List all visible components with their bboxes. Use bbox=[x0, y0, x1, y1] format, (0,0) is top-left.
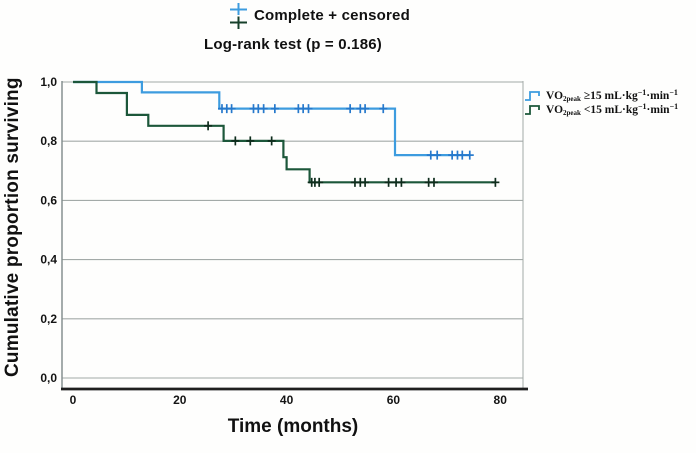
censor-mark-lt15 bbox=[231, 136, 240, 146]
censor-mark-ge15 bbox=[465, 150, 474, 160]
step-line-icon bbox=[525, 105, 540, 115]
x-tick-label: 60 bbox=[387, 393, 401, 407]
censor-mark-lt15 bbox=[491, 177, 500, 187]
legend-label-lt15: VO2peak <15 mL·kg−1·min−1 bbox=[546, 102, 679, 117]
legend-item-vo2peak-ge15: VO2peak ≥15 mL·kg−1·min−1 bbox=[524, 88, 678, 103]
y-tick-label: 0,4 bbox=[40, 253, 57, 267]
censor-mark-lt15 bbox=[267, 136, 276, 146]
censor-mark-lt15 bbox=[204, 121, 213, 131]
censor-mark-ge15 bbox=[304, 104, 313, 114]
x-tick-label: 40 bbox=[280, 393, 294, 407]
x-tick-label: 0 bbox=[70, 393, 77, 407]
censor-mark-ge15 bbox=[361, 104, 370, 114]
censor-mark-ge15 bbox=[379, 104, 388, 114]
censor-mark-ge15 bbox=[270, 104, 279, 114]
step-line-icon bbox=[525, 91, 540, 101]
y-tick-label: 0,6 bbox=[40, 193, 57, 207]
km-curve-ge15 bbox=[73, 80, 471, 157]
censor-mark-lt15 bbox=[384, 177, 393, 187]
y-tick-label: 0,2 bbox=[40, 312, 57, 326]
legend-label-ge15: VO2peak ≥15 mL·kg−1·min−1 bbox=[546, 88, 678, 103]
y-tick-label: 0,8 bbox=[40, 134, 57, 148]
censor-mark-lt15 bbox=[361, 177, 370, 187]
censor-mark-lt15 bbox=[315, 177, 324, 187]
x-axis-title: Time (months) bbox=[227, 416, 359, 437]
legend-item-vo2peak-lt15: VO2peak <15 mL·kg−1·min−1 bbox=[524, 102, 679, 117]
censor-mark-ge15 bbox=[259, 104, 268, 114]
censor-mark-lt15 bbox=[429, 177, 438, 187]
censor-mark-ge15 bbox=[433, 150, 442, 160]
censor-mark-lt15 bbox=[397, 177, 406, 187]
x-tick-label: 80 bbox=[494, 393, 508, 407]
series-legend: VO2peak ≥15 mL·kg−1·min−1 VO2peak <15 mL… bbox=[524, 88, 679, 117]
censor-mark-ge15 bbox=[458, 150, 467, 160]
censor-mark-lt15 bbox=[246, 136, 255, 146]
y-tick-label: 1,0 bbox=[40, 75, 57, 89]
censored-legend-label: Complete + censored bbox=[254, 7, 410, 24]
y-tick-label: 0,0 bbox=[40, 371, 57, 385]
logrank-test-label: Log-rank test (p = 0.186) bbox=[204, 36, 382, 53]
censor-mark-ge15 bbox=[346, 104, 355, 114]
x-tick-label: 20 bbox=[173, 393, 187, 407]
km-curve-lt15 bbox=[73, 80, 496, 184]
censored-plus-icon bbox=[230, 3, 247, 29]
censor-mark-ge15 bbox=[227, 104, 236, 114]
